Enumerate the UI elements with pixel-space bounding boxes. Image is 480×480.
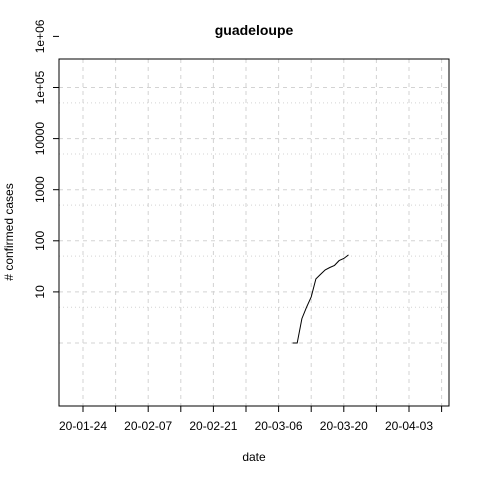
y-tick-label: 100: [33, 230, 47, 250]
axes: 20-01-24 20-02-07 20-02-21 20-03-06 20-03-20…: [33, 19, 443, 433]
grid: [59, 59, 449, 406]
x-tick-label: 20-02-07: [124, 419, 172, 433]
x-tick-label: 20-03-20: [320, 419, 368, 433]
x-tick-label: 20-01-24: [59, 419, 107, 433]
series-layer: [292, 254, 349, 344]
y-tick-label: 1e+06: [33, 19, 47, 53]
x-tick-label: 20-03-06: [255, 419, 303, 433]
series-line: [292, 254, 349, 344]
y-tick-label: 10: [33, 285, 47, 299]
chart-title: guadeloupe: [215, 22, 294, 38]
y-tick-label: 1000: [33, 176, 47, 203]
x-tick-label: 20-04-03: [385, 419, 433, 433]
y-tick-label: 10000: [33, 122, 47, 156]
x-tick-label: 20-02-21: [189, 419, 237, 433]
x-axis-label: date: [242, 450, 266, 464]
plot-frame: [58, 58, 450, 407]
y-axis-label: # confirmed cases: [2, 183, 16, 280]
y-tick-label: 1e+05: [33, 70, 47, 104]
